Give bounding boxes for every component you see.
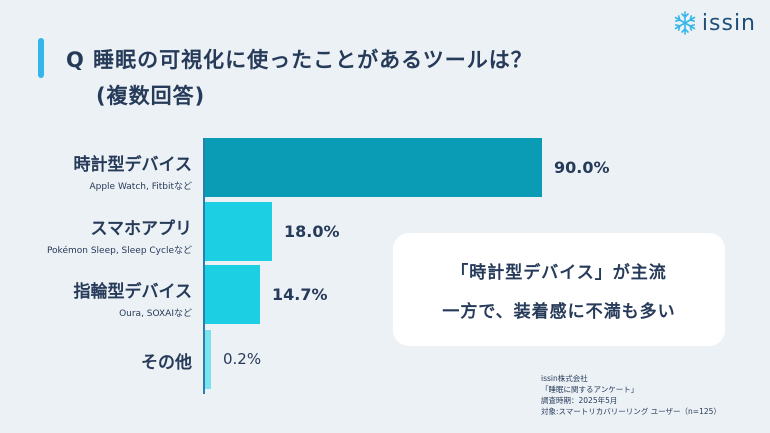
bar xyxy=(205,265,260,324)
page-title: Q 睡眠の可視化に使ったことがあるツールは？ xyxy=(66,48,533,72)
bar xyxy=(205,138,542,197)
chart-axis-line xyxy=(203,138,205,394)
category-name: スマホアプリ xyxy=(90,219,193,239)
category-label: その他 xyxy=(141,348,192,373)
callout-box: 「時計型デバイス」が主流 一方で、装着感に不満も多い xyxy=(393,233,725,346)
callout-line-2: 一方で、装着感に不満も多い xyxy=(442,301,676,322)
source-line: issin株式会社 xyxy=(541,374,588,383)
snowflake-icon xyxy=(674,11,696,35)
category-examples: Pokémon Sleep, Sleep Cycleなど xyxy=(46,246,192,256)
category-name: 指輪型デバイス xyxy=(73,282,193,302)
value-label: 90.0% xyxy=(554,158,610,177)
category-examples: Apple Watch, Fitbitなど xyxy=(89,182,192,192)
category-name: 時計型デバイス xyxy=(73,155,193,175)
logo-text: issin xyxy=(701,10,756,36)
category-label: 指輪型デバイス Oura, SOXAIなど xyxy=(74,277,193,319)
value-label: 0.2% xyxy=(223,350,262,368)
source-line: 「睡眠に関するアンケート」 xyxy=(541,385,639,394)
page-subtitle: (複数回答) xyxy=(96,84,206,108)
source-note: issin株式会社 「睡眠に関するアンケート」 調査時期：2025年5月 対象:… xyxy=(541,373,721,417)
value-label: 14.7% xyxy=(272,285,328,304)
title-accent-bar xyxy=(38,38,44,78)
logo: issin xyxy=(672,10,756,36)
bar xyxy=(205,202,272,261)
category-name: その他 xyxy=(141,353,192,373)
callout-line-1: 「時計型デバイス」が主流 xyxy=(451,262,667,283)
source-line: 対象:スマートリカバリーリング ユーザー（n=125） xyxy=(541,407,721,416)
bar xyxy=(205,330,211,389)
value-label: 18.0% xyxy=(284,222,340,241)
category-label: 時計型デバイス Apple Watch, Fitbitなど xyxy=(74,150,193,192)
category-examples: Oura, SOXAIなど xyxy=(119,309,192,319)
category-label: スマホアプリ Pokémon Sleep, Sleep Cycleなど xyxy=(47,214,192,256)
source-line: 調査時期：2025年5月 xyxy=(541,396,618,405)
